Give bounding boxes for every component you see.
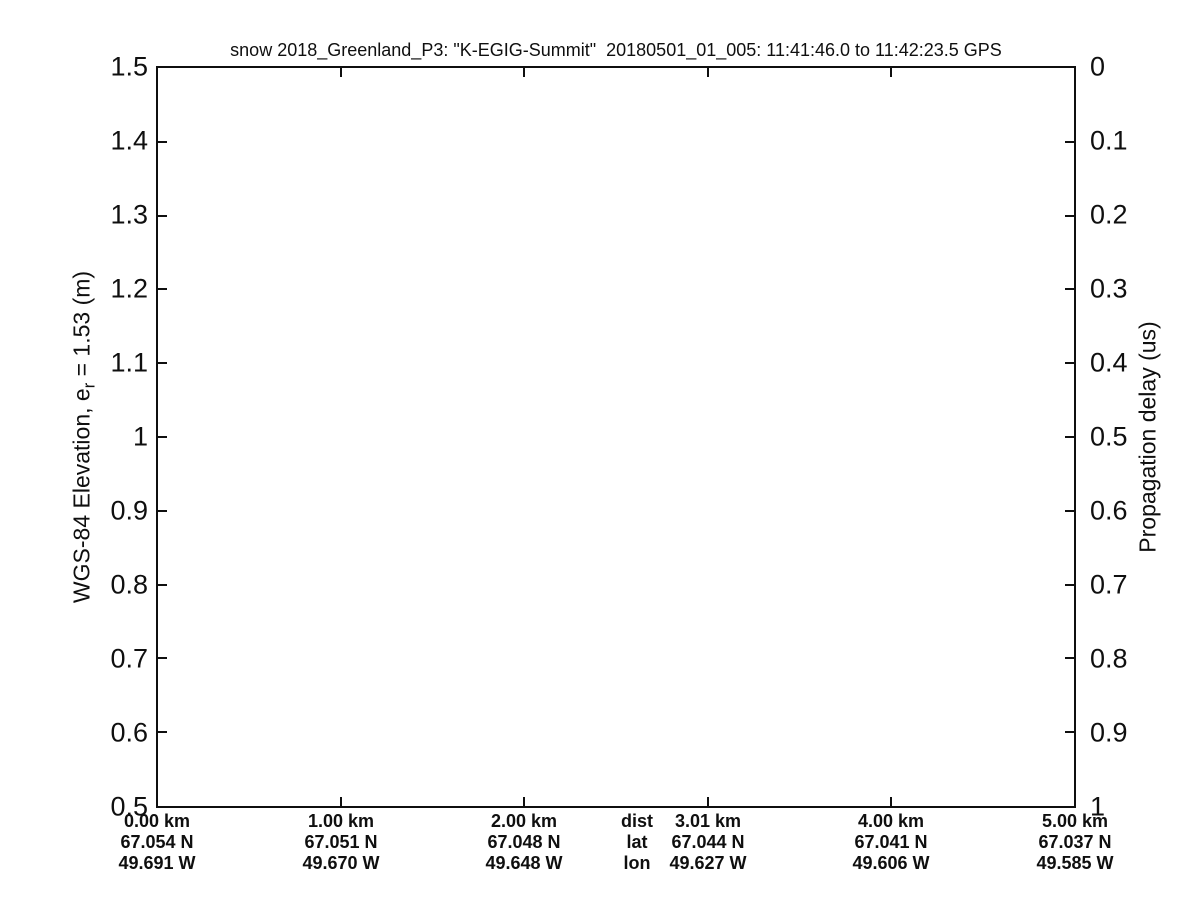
x-tick-lon-label: 49.691 W xyxy=(118,853,196,873)
bottom-tick-mark xyxy=(523,797,526,806)
right-tick-label: 0.4 xyxy=(1090,347,1128,378)
left-axis-label-subscript: r xyxy=(79,382,99,389)
chart-title: snow 2018_Greenland_P3: "K-EGIG-Summit" … xyxy=(230,40,1002,60)
left-tick-label: 0.5 xyxy=(110,791,148,822)
x-tick-lat-label: 67.048 N xyxy=(487,832,561,852)
top-tick-mark xyxy=(340,68,343,77)
right-tick-label: 0 xyxy=(1090,51,1106,82)
x-tick-lon-label: 49.606 W xyxy=(852,853,930,873)
x-tick-dist-label: 5.00 km xyxy=(1041,811,1109,831)
right-tick-label: 0.2 xyxy=(1090,199,1128,230)
x-tick-lat-label: 67.037 N xyxy=(1038,832,1112,852)
left-tick-label: 1.4 xyxy=(110,125,148,156)
right-tick-label: 0.7 xyxy=(1090,569,1128,600)
right-tick-mark xyxy=(1065,436,1074,438)
right-tick-mark xyxy=(1065,657,1074,660)
x-tick-lon-label: 49.585 W xyxy=(1036,853,1114,873)
left-tick-mark xyxy=(158,140,167,143)
x-tick-dist-label: 3.01 km xyxy=(674,811,742,831)
x-tick-lon-label: 49.627 W xyxy=(669,853,747,873)
right-tick-mark xyxy=(1065,362,1074,365)
x-tick-lat-label: 67.051 N xyxy=(304,832,378,852)
right-tick-mark xyxy=(1065,288,1074,291)
x-axis-key-lon: lon xyxy=(623,853,651,873)
top-tick-mark xyxy=(706,68,709,77)
left-tick-label: 1.5 xyxy=(110,51,148,82)
left-tick-mark xyxy=(158,657,167,660)
bottom-tick-mark xyxy=(706,797,709,806)
left-tick-label: 0.9 xyxy=(110,495,148,526)
left-tick-mark xyxy=(158,731,167,734)
x-tick-dist-label: 2.00 km xyxy=(490,811,558,831)
x-tick-lat-label: 67.044 N xyxy=(671,832,745,852)
left-tick-mark xyxy=(158,509,167,512)
left-tick-label: 1 xyxy=(132,421,148,452)
left-tick-mark xyxy=(158,436,167,438)
x-tick-dist-label: 4.00 km xyxy=(857,811,925,831)
right-tick-label: 0.6 xyxy=(1090,495,1128,526)
left-tick-mark xyxy=(158,214,167,217)
bottom-tick-mark xyxy=(889,797,892,806)
right-tick-mark xyxy=(1065,214,1074,217)
right-tick-mark xyxy=(1065,731,1074,734)
x-tick-dist-label: 1.00 km xyxy=(307,811,375,831)
x-axis-key-lat: lat xyxy=(626,832,648,852)
top-tick-mark xyxy=(889,68,892,77)
left-tick-label: 1.1 xyxy=(110,347,148,378)
x-tick-lat-label: 67.041 N xyxy=(854,832,928,852)
left-tick-label: 0.6 xyxy=(110,717,148,748)
right-tick-label: 0.3 xyxy=(1090,273,1128,304)
x-tick-lat-label: 67.054 N xyxy=(120,832,194,852)
plot-area xyxy=(156,66,1076,808)
left-tick-label: 0.7 xyxy=(110,643,148,674)
x-tick-lon-label: 49.648 W xyxy=(485,853,563,873)
left-tick-mark xyxy=(158,288,167,291)
right-tick-label: 0.8 xyxy=(1090,643,1128,674)
x-tick-lon-label: 49.670 W xyxy=(302,853,380,873)
left-tick-mark xyxy=(158,583,167,586)
right-tick-label: 1 xyxy=(1090,791,1106,822)
top-tick-mark xyxy=(523,68,526,77)
right-tick-label: 0.9 xyxy=(1090,717,1128,748)
x-axis-key-dist: dist xyxy=(620,811,653,831)
left-tick-label: 1.2 xyxy=(110,273,148,304)
left-tick-label: 1.3 xyxy=(110,199,148,230)
right-tick-mark xyxy=(1065,140,1074,143)
x-tick-dist-label: 0.00 km xyxy=(123,811,191,831)
right-axis-label: Propagation delay (us) xyxy=(1134,321,1161,553)
right-tick-label: 0.5 xyxy=(1090,421,1128,452)
right-tick-mark xyxy=(1065,509,1074,512)
left-tick-mark xyxy=(158,362,167,365)
bottom-tick-mark xyxy=(340,797,343,806)
left-tick-label: 0.8 xyxy=(110,569,148,600)
right-tick-mark xyxy=(1065,583,1074,586)
right-tick-label: 0.1 xyxy=(1090,125,1128,156)
